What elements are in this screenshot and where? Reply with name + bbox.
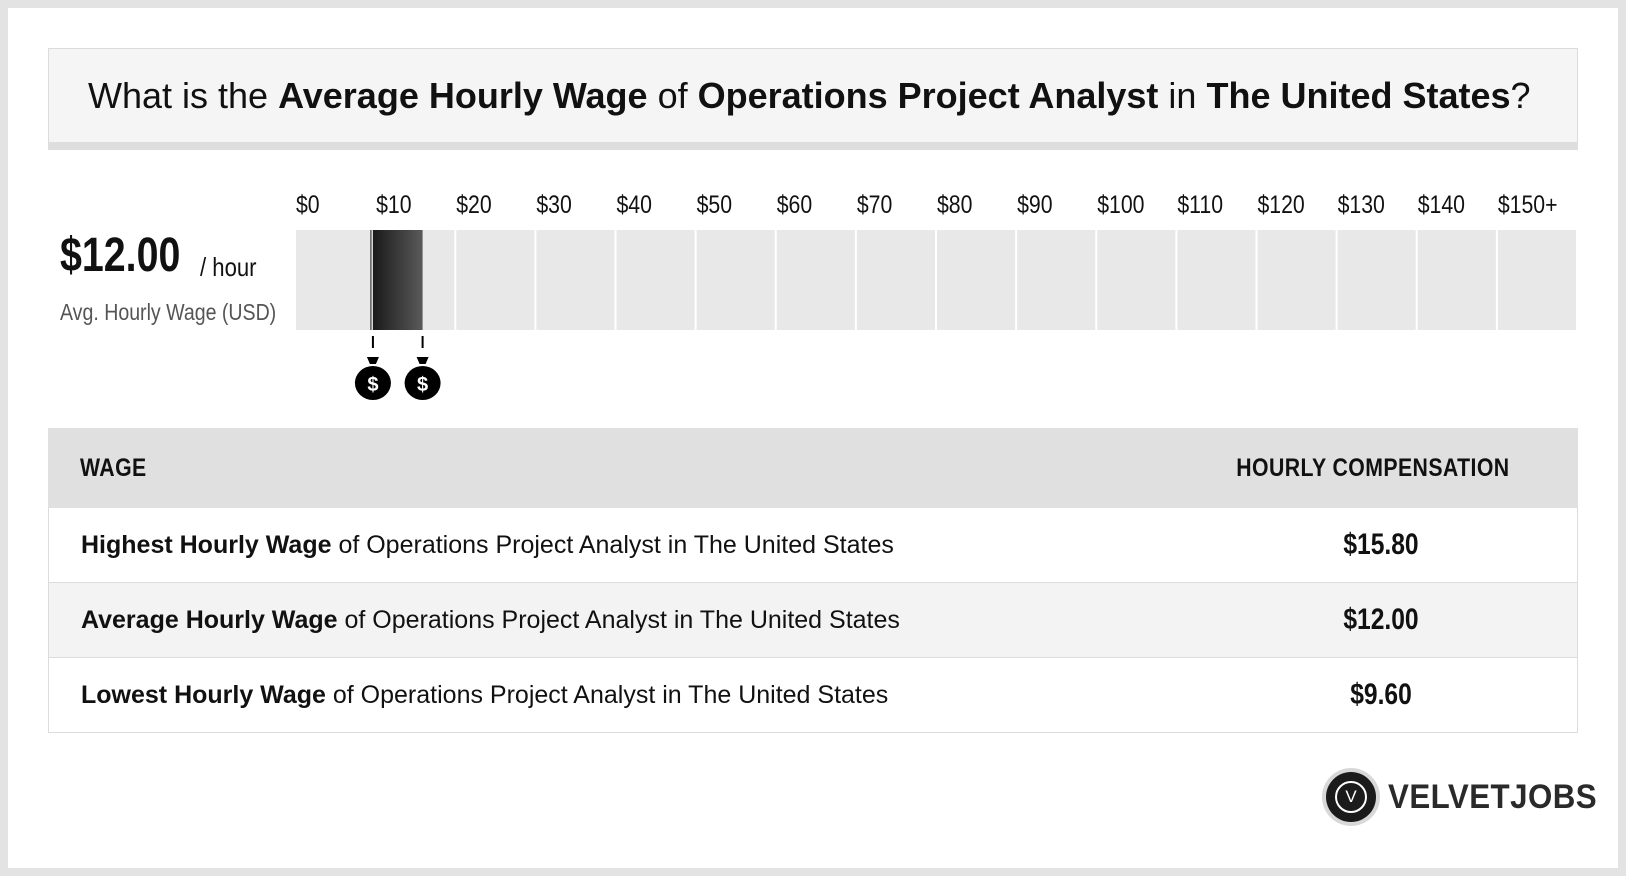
row-value: $9.60 <box>1350 678 1412 711</box>
tick-label: $90 <box>1017 190 1052 218</box>
average-wage-value: $12.00 <box>60 229 181 282</box>
logo-mark: V <box>1326 772 1376 822</box>
track-segment <box>937 230 1016 330</box>
track-segment <box>456 230 535 330</box>
money-bag-icon <box>354 366 391 400</box>
track-segment <box>1177 230 1256 330</box>
table-row-highest: Highest Hourly Wage of Operations Projec… <box>48 508 1578 583</box>
track-segment <box>296 230 375 330</box>
row-label: Highest Hourly Wage of Operations Projec… <box>81 531 894 560</box>
header-wage: WAGE <box>80 454 147 482</box>
question-box <box>48 48 1578 142</box>
table-header: WAGE HOURLY COMPENSATION <box>48 428 1578 508</box>
row-label-rest: of Operations Project Analyst in The Uni… <box>331 531 894 559</box>
average-wage-label: Avg. Hourly Wage (USD) <box>60 299 277 325</box>
question-suffix: ? <box>1510 75 1531 116</box>
question-underline <box>48 142 1578 150</box>
logo-mark-letter: V <box>1335 781 1367 813</box>
tick-label: $40 <box>617 190 652 218</box>
row-label-rest: of Operations Project Analyst in The Uni… <box>325 681 889 709</box>
question-prefix: What is the <box>88 75 269 116</box>
row-label-strong: Highest Hourly Wage <box>81 531 332 559</box>
tick-label: $100 <box>1097 190 1144 218</box>
track-segment <box>1417 230 1496 330</box>
track-segment <box>616 230 695 330</box>
velvetjobs-logo: V VELVETJOBS <box>1326 772 1597 828</box>
track-segment <box>1497 230 1576 330</box>
header-hourly-compensation: HOURLY COMPENSATION <box>1236 454 1510 482</box>
tick-label: $50 <box>697 190 732 218</box>
row-label-strong: Average Hourly Wage <box>81 606 338 634</box>
tick-label: $150+ <box>1498 190 1558 218</box>
tick-label: $10 <box>376 190 411 218</box>
track-segment <box>1337 230 1416 330</box>
question-job: Operations Project Analyst <box>697 75 1159 116</box>
track-segment <box>696 230 775 330</box>
tick-label: $60 <box>777 190 812 218</box>
tick-label: $110 <box>1177 190 1223 218</box>
wage-range-chart: $0 $10 $20 $30 $40 $50 $60 $70 $80 $90 $100 $110 $12… <box>296 190 1576 400</box>
track-segment <box>776 230 855 330</box>
track-segment <box>1257 230 1336 330</box>
track-segment <box>856 230 935 330</box>
money-bag-top-icon <box>416 357 429 364</box>
tick-label: $70 <box>857 190 892 218</box>
wage-range-bar <box>372 230 423 330</box>
average-wage-unit: / hour <box>200 252 257 282</box>
tick-label: $130 <box>1338 190 1385 218</box>
track-segment <box>1097 230 1176 330</box>
row-label-strong: Lowest Hourly Wage <box>81 681 326 709</box>
money-bag-symbol-low: $ <box>367 374 378 396</box>
money-bag-icon <box>404 366 441 400</box>
question-in: in <box>1168 75 1197 116</box>
row-value: $12.00 <box>1343 603 1419 636</box>
track-segment <box>1017 230 1096 330</box>
tick-label: $20 <box>456 190 491 218</box>
tick-label: $140 <box>1418 190 1465 218</box>
logo-wordmark: VELVETJOBS <box>1388 778 1598 816</box>
question-metric: Average Hourly Wage <box>278 75 648 116</box>
table-row-lowest: Lowest Hourly Wage of Operations Project… <box>48 658 1578 733</box>
row-value: $15.80 <box>1343 528 1419 561</box>
money-bag-symbol-high: $ <box>417 374 428 396</box>
tick-label: $120 <box>1258 190 1305 218</box>
wage-table: WAGE HOURLY COMPENSATION Highest Hourly … <box>48 428 1578 733</box>
track-segment <box>536 230 615 330</box>
question-title: What is the Average Hourly Wage of Opera… <box>88 74 1531 118</box>
tick-label: $30 <box>536 190 571 218</box>
tick-label: $0 <box>296 190 320 218</box>
row-label-rest: of Operations Project Analyst in The Uni… <box>337 606 900 634</box>
row-label: Average Hourly Wage of Operations Projec… <box>81 606 900 635</box>
question-of: of <box>657 75 688 116</box>
row-label: Lowest Hourly Wage of Operations Project… <box>81 681 888 710</box>
money-bag-top-icon <box>366 357 379 364</box>
tick-label: $80 <box>937 190 972 218</box>
question-location: The United States <box>1206 75 1511 116</box>
table-row-average: Average Hourly Wage of Operations Projec… <box>48 583 1578 658</box>
